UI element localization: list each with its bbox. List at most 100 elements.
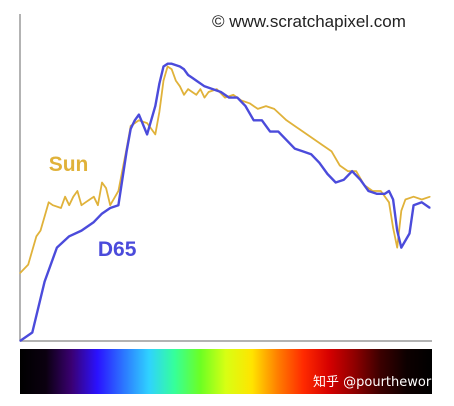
credit-text: © www.scratchapixel.com [212,12,406,31]
data-point [80,230,83,232]
data-point [335,181,337,184]
data-point [158,82,160,85]
data-point [130,128,132,130]
data-point [285,119,288,121]
data-point [413,196,415,198]
data-point [388,190,390,192]
data-point [52,204,54,206]
data-point [400,247,402,249]
data-point [343,179,345,181]
data-point [203,97,206,99]
data-point [331,150,333,152]
data-point [228,97,230,99]
data-point [408,232,411,235]
series-label-sun: Sun [49,153,89,176]
data-point [413,204,415,206]
data-point [101,181,103,184]
data-point [392,227,394,229]
data-point [203,85,206,87]
data-point [183,68,185,70]
data-point [195,94,197,96]
data-point [158,111,160,113]
data-point [89,198,91,201]
data-point [265,105,267,107]
data-point [249,102,251,104]
data-point [68,235,70,237]
data-point [117,204,119,206]
data-point [44,281,46,283]
data-point [56,247,58,249]
data-point [310,136,312,138]
data-point [72,196,74,198]
data-point [351,170,353,172]
data-point [105,187,107,189]
spectrum-strip [20,349,432,394]
data-point [187,74,189,76]
data-point [93,196,95,198]
series-d65 [19,62,431,342]
data-point [404,198,406,201]
data-point [294,148,296,150]
data-point [117,190,119,192]
data-point [171,63,173,65]
data-point [44,215,46,218]
series-line-d65 [19,62,431,342]
data-point [429,196,431,198]
data-point [31,331,33,334]
data-point [396,247,398,249]
data-point [109,204,111,206]
data-point [220,91,222,93]
series-label-d65: D65 [98,238,137,261]
data-point [261,119,263,121]
data-point [359,179,361,181]
data-point [396,230,398,232]
data-point [146,122,148,124]
data-point [224,97,226,99]
data-point [175,80,177,82]
data-point [126,150,128,152]
data-point [244,105,247,107]
data-point [326,173,329,175]
series-sun [19,65,431,274]
data-point [167,63,169,65]
data-point [154,105,156,107]
data-point [101,213,103,215]
data-point [318,162,320,164]
data-point [162,65,165,68]
data-point [183,94,185,96]
data-point [273,108,275,110]
data-point [257,108,259,110]
data-point [80,204,83,206]
data-point [380,190,382,192]
data-point [232,94,234,96]
data-point [162,80,165,82]
data-point [285,139,288,141]
data-point [212,88,214,90]
data-point [208,91,210,93]
data-point [302,150,304,152]
series-layer [19,62,431,342]
data-point [109,207,111,209]
data-point [191,91,193,93]
data-point [97,204,99,206]
data-point [269,131,271,133]
chart-axes [19,14,432,342]
data-point [76,190,78,192]
data-point [146,133,148,135]
data-point [322,145,324,147]
data-point [253,119,255,121]
data-point [339,164,341,167]
data-point [35,235,38,237]
data-point [388,201,390,203]
data-point [167,65,169,68]
series-labels: Sun D65 [49,153,137,261]
data-point [298,128,300,130]
data-point [384,193,386,195]
data-point [64,196,66,198]
data-point [39,230,42,232]
data-point [93,221,95,223]
data-point [68,204,70,206]
data-point [138,114,140,116]
